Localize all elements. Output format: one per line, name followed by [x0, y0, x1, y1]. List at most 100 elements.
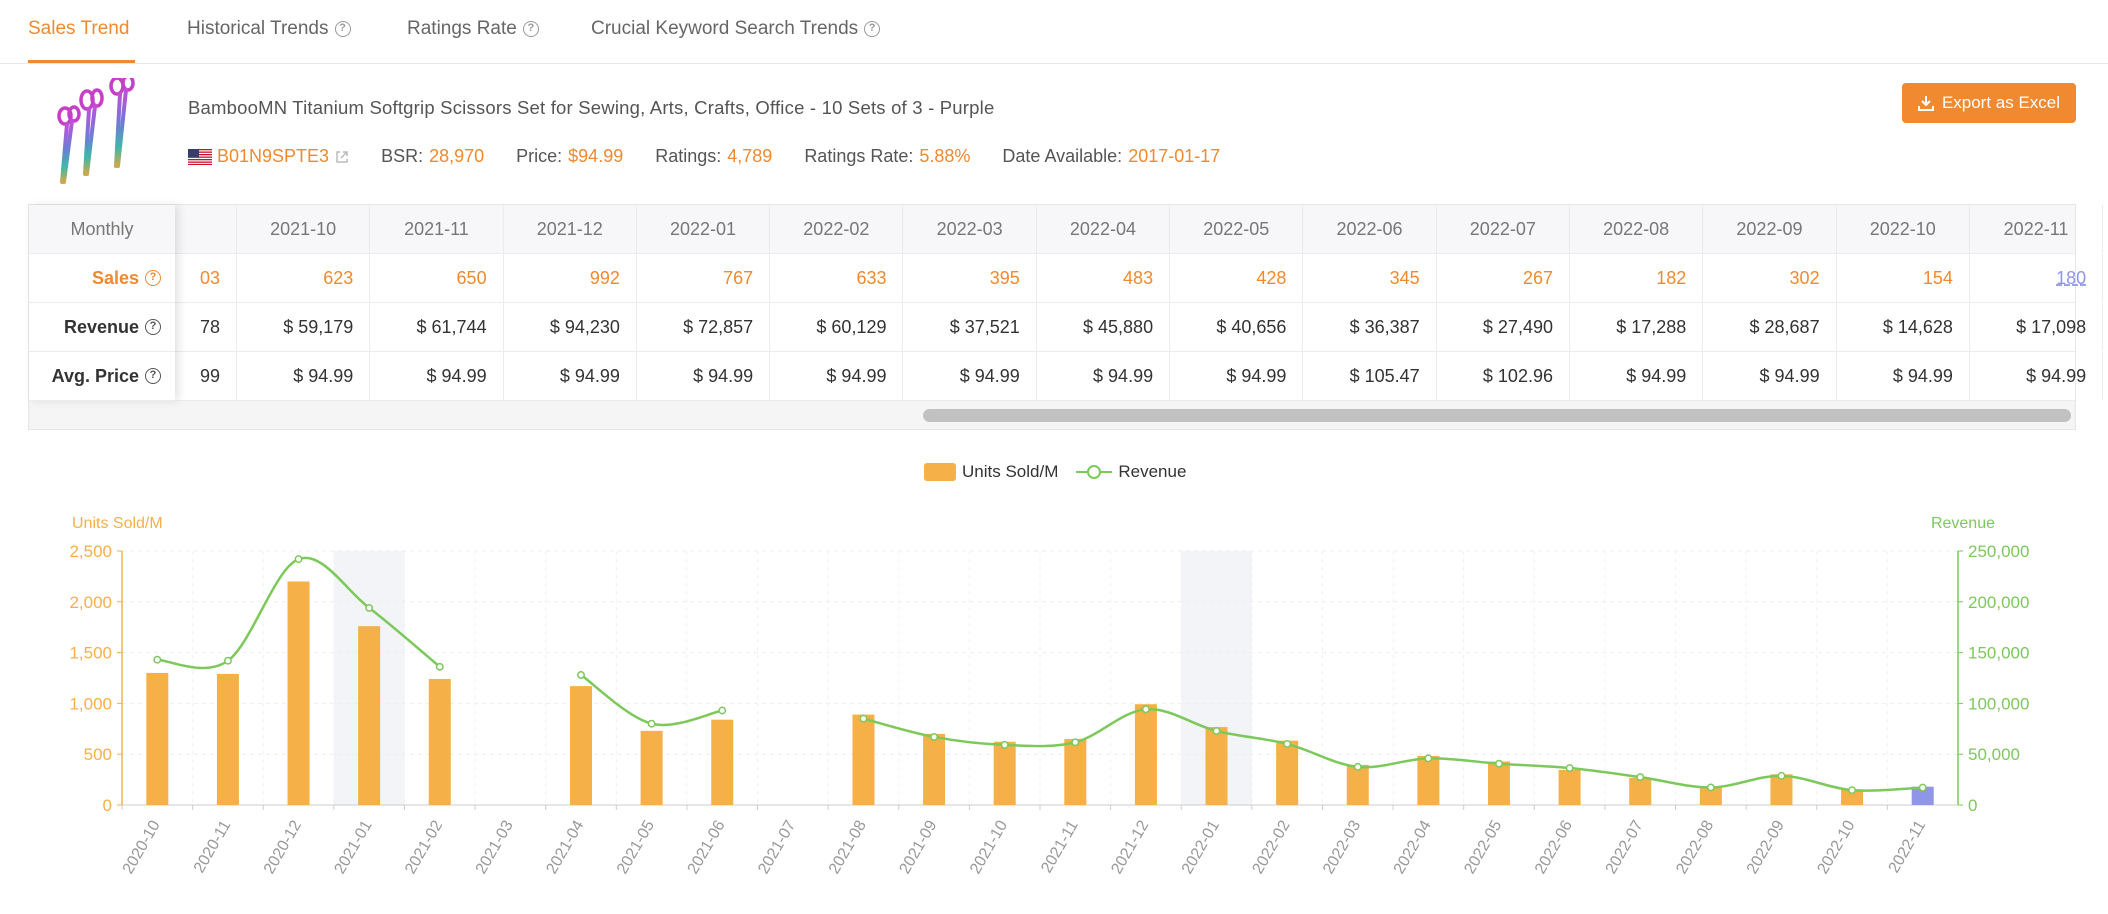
export-excel-button[interactable]: Export as Excel	[1902, 83, 2076, 123]
help-icon[interactable]: ?	[864, 21, 881, 37]
x-tick-label: 2020-10	[120, 818, 164, 877]
left-axis-title: Units Sold/M	[72, 515, 163, 532]
bar-units-sold	[711, 719, 734, 805]
revenue-point	[647, 719, 656, 728]
help-icon[interactable]: ?	[334, 21, 351, 37]
date-available-label: Date Available:	[1002, 146, 1123, 166]
revenue-point	[1071, 738, 1080, 747]
revenue-point	[1636, 773, 1645, 782]
legend-item-revenue[interactable]: Revenue	[1076, 462, 1186, 482]
row-label: Avg. Price	[51, 366, 139, 386]
left-tick-label: 2,000	[69, 593, 112, 612]
external-link-icon[interactable]	[335, 150, 349, 164]
table-cell: $ 94.99	[637, 352, 771, 400]
column-header: 2021-12	[504, 205, 637, 253]
table-cell[interactable]: 180	[1970, 254, 2104, 302]
export-button-label: Export as Excel	[1941, 93, 2061, 112]
tab-keyword-search-trends[interactable]: Crucial Keyword Search Trends?	[591, 18, 881, 40]
x-tick-label: 2022-08	[1673, 818, 1717, 877]
asin-link[interactable]: B01N9SPTE3	[217, 146, 330, 166]
table-grid: 2021-10 2021-11 2021-12 2022-01 2022-02 2022-…	[29, 205, 2104, 401]
product-title: BambooMN Titanium Softgrip Scissors Set …	[188, 97, 995, 118]
revenue-point	[718, 706, 727, 715]
x-tick-label: 2021-12	[1108, 818, 1152, 877]
table-cell: $ 37,521	[904, 303, 1037, 351]
table-cell: $ 61,744	[370, 303, 504, 351]
table-row-avg-price: 99 $ 94.99 $ 94.99 $ 94.99 $ 94.99 $ 94.99 $ 9…	[29, 352, 2104, 401]
x-tick-label: 2021-01	[332, 818, 376, 877]
column-header: 2022-05	[1170, 205, 1304, 253]
revenue-point	[1212, 727, 1221, 735]
column-header: 2022-02	[770, 205, 904, 253]
tab-historical-trends[interactable]: Historical Trends?	[187, 18, 351, 40]
row-header-sales: Sales?	[29, 254, 175, 303]
x-tick-label: 2022-10	[1814, 818, 1858, 877]
table-cell: 623	[237, 254, 371, 302]
x-tick-label: 2021-09	[896, 818, 940, 877]
price-label: Price:	[516, 146, 563, 166]
revenue-line	[863, 708, 1923, 792]
revenue-line	[580, 673, 723, 727]
bar-units-sold	[570, 686, 592, 805]
revenue-point	[1918, 783, 1927, 792]
tab-bar: Sales Trend Historical Trends? Ratings R…	[0, 0, 2108, 64]
table-cell: $ 94.99	[1570, 352, 1704, 400]
table-cell: $ 27,490	[1437, 303, 1570, 351]
table-corner-header: Monthly	[29, 205, 175, 254]
bar-units-sold	[1134, 704, 1157, 805]
help-icon[interactable]: ?	[145, 270, 161, 286]
x-tick-label: 2020-12	[261, 818, 305, 877]
sales-trend-chart: Units Sold/M Revenue 0 500 1,000 1,500 2,000 2,…	[69, 515, 2029, 877]
revenue-point	[153, 655, 162, 664]
product-meta: B01N9SPTE3 BSR: 28,970 Price: $94.99 Ratin…	[188, 146, 1252, 167]
help-icon[interactable]: ?	[145, 319, 161, 335]
frozen-row-headers: Monthly Sales? Revenue? Avg. Price?	[29, 205, 175, 401]
table-cell-partial: 99	[175, 352, 237, 400]
ratings-rate-value: 5.88%	[919, 146, 971, 166]
revenue-point	[859, 714, 868, 723]
help-icon[interactable]: ?	[145, 368, 161, 384]
table-cell: $ 60,129	[770, 303, 904, 351]
table-cell: 428	[1170, 254, 1304, 302]
right-tick-label: 100,000	[1968, 694, 2029, 713]
x-tick-label: 2022-01	[1179, 818, 1223, 877]
revenue-point	[1706, 783, 1715, 792]
column-header: 2022-11	[1970, 205, 2104, 253]
x-tick-label: 2021-06	[685, 818, 729, 877]
table-cell: 267	[1437, 254, 1570, 302]
legend-item-units[interactable]: Units Sold/M	[924, 462, 1058, 482]
column-header: 2022-10	[1837, 205, 1970, 253]
revenue-point	[577, 671, 585, 679]
table-cell: $ 94.99	[237, 352, 371, 400]
table-cell: 395	[904, 254, 1037, 302]
table-cell: $ 17,098	[1970, 303, 2104, 351]
table-cell: $ 40,656	[1170, 303, 1304, 351]
bar-units-sold	[1064, 738, 1087, 805]
product-thumbnail	[57, 78, 135, 184]
x-tick-label: 2021-11	[1038, 818, 1082, 876]
revenue-point	[1141, 705, 1150, 714]
table-row-revenue: 78 $ 59,179 $ 61,744 $ 94,230 $ 72,857 $ 60,1…	[29, 303, 2104, 352]
help-icon[interactable]: ?	[522, 21, 539, 37]
ratings-rate-label: Ratings Rate:	[804, 146, 914, 166]
right-tick-label: 0	[1968, 796, 1977, 815]
bar-units-sold	[1770, 774, 1793, 805]
horizontal-scrollbar-thumb[interactable]	[923, 409, 2071, 422]
x-tick-label: 2020-11	[191, 818, 235, 876]
revenue-point	[435, 662, 444, 671]
tab-sales-trend[interactable]: Sales Trend	[28, 18, 129, 40]
table-cell: 650	[370, 254, 504, 302]
legend-label: Units Sold/M	[962, 462, 1059, 481]
tab-ratings-rate[interactable]: Ratings Rate?	[407, 18, 539, 40]
table-cell: 302	[1703, 254, 1837, 302]
right-tick-label: 200,000	[1968, 593, 2029, 612]
active-tab-indicator	[28, 60, 135, 63]
table-row-sales: 03 623 650 992 767 633 395 483 428 345 267 182 302 15…	[29, 254, 2104, 303]
table-cell: $ 72,857	[637, 303, 771, 351]
revenue-point	[1424, 754, 1433, 763]
table-cell: 767	[637, 254, 771, 302]
bar-units-sold	[1841, 789, 1864, 805]
ratings-value: 4,789	[727, 146, 773, 166]
column-header: 2022-08	[1570, 205, 1704, 253]
table-cell-partial	[175, 205, 237, 253]
